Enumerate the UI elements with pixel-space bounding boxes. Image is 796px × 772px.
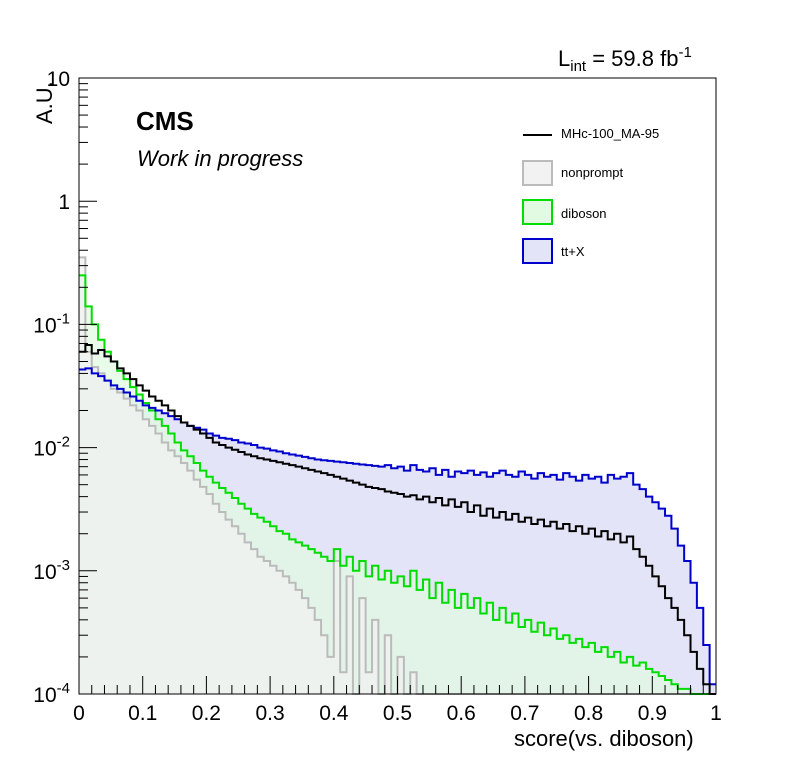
y-tick-label: 1: [58, 191, 70, 214]
legend-label-signal: MHc-100_MA-95: [561, 126, 660, 141]
x-tick-label: 0.3: [255, 702, 284, 725]
x-axis-ticks: [78, 676, 717, 694]
legend-label-nonprompt: nonprompt: [561, 165, 624, 180]
x-tick-label: 1: [710, 702, 722, 725]
status-label: Work in progress: [137, 146, 304, 171]
legend-swatch-box: [522, 199, 553, 225]
x-tick-label: 0.2: [192, 702, 221, 725]
legend-label-ttx: tt+X: [561, 244, 585, 259]
x-axis-label: score(vs. diboson): [514, 726, 694, 751]
legend-swatch-box: [522, 160, 553, 186]
y-tick-label: 10-4: [33, 680, 70, 707]
series-line-mhc-100-ma-95: [79, 344, 716, 695]
legend: [522, 134, 553, 264]
x-tick-label: 0.1: [128, 702, 157, 725]
experiment-label: CMS: [136, 106, 194, 136]
y-tick-label: 10: [47, 68, 70, 91]
y-tick-label: 10-1: [33, 310, 70, 337]
x-tick-label: 0.6: [447, 702, 476, 725]
x-tick-label: 0.5: [383, 702, 412, 725]
x-tick-label: 0.7: [510, 702, 539, 725]
x-tick-label: 0.8: [574, 702, 603, 725]
y-tick-label: 10-2: [33, 434, 70, 461]
legend-label-diboson: diboson: [561, 206, 607, 221]
y-axis-label: A.U.: [32, 81, 57, 124]
y-axis-ticks: [79, 77, 97, 695]
x-tick-label: 0.9: [638, 702, 667, 725]
x-tick-label: 0: [73, 702, 85, 725]
luminosity-label: Lint = 59.8 fb-1: [558, 44, 692, 75]
legend-swatch-box: [522, 238, 553, 264]
y-axis-tick-labels: 10 1 10-1 10-2 10-3 10-4: [33, 68, 70, 707]
series-fill-nonprompt: [79, 257, 716, 694]
y-tick-label: 10-3: [33, 557, 70, 584]
x-tick-label: 0.4: [319, 702, 349, 725]
x-axis-tick-labels: 0 0.1 0.2 0.3 0.4 0.5 0.6 0.7 0.8 0.9 1: [73, 702, 722, 725]
series-line-diboson: [79, 274, 716, 695]
